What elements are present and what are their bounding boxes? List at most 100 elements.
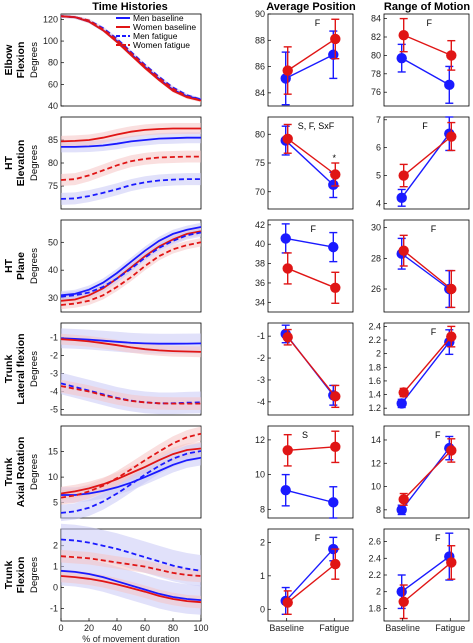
axes-frame (267, 13, 354, 107)
data-point (396, 398, 407, 409)
series-line (60, 127, 201, 143)
y-tick-label: 2.2 (368, 570, 381, 580)
data-point (282, 133, 293, 145)
y-tick-label: 42 (255, 220, 265, 230)
series-line (60, 155, 201, 181)
y-tick-label: -5 (50, 405, 58, 415)
y-tick-label: 75 (255, 158, 265, 168)
y-tick-label: 2 (260, 537, 265, 547)
legend-entry: Women fatigue (133, 40, 190, 50)
row-title: TrunkAxial Rotation (3, 437, 27, 508)
x-tick-label: Baseline (385, 623, 420, 633)
data-point (330, 169, 341, 180)
y-tick-label: 8 (260, 504, 265, 514)
y-tick-label: 82 (371, 32, 381, 42)
data-point (328, 179, 339, 191)
series-line (60, 447, 202, 495)
axes-frame (383, 528, 470, 622)
data-point (330, 33, 341, 45)
x-tick-label: Fatigue (435, 623, 465, 633)
x-tick-label: 0 (58, 623, 63, 633)
significance-label: S (302, 430, 308, 440)
y-tick-label: 80 (48, 58, 58, 68)
data-point (446, 50, 457, 61)
data-point (446, 557, 457, 568)
series-line (60, 337, 202, 345)
axes-frame (383, 425, 470, 519)
y-tick-label: 1 (53, 562, 58, 572)
y-tick-label: 2 (376, 587, 381, 597)
y-tick-label: -2 (257, 353, 265, 363)
y-tick-label: 40 (48, 101, 58, 111)
data-point (444, 79, 455, 91)
column-title: Range of Motion (384, 1, 470, 13)
data-point (282, 332, 293, 343)
confidence-band (61, 549, 201, 583)
y-tick-label: -1 (257, 331, 265, 341)
confidence-band (61, 238, 201, 310)
column-title: Time Histories (92, 1, 168, 13)
y-tick-label: 2 (376, 349, 381, 359)
y-tick-label: 36 (255, 278, 265, 288)
y-tick-label: 1.8 (368, 362, 381, 372)
connector-line (287, 138, 336, 176)
axes-frame (60, 322, 202, 416)
data-point (280, 485, 291, 496)
significance-star: * (333, 153, 337, 163)
y-tick-label: 78 (371, 69, 381, 79)
connector-line (287, 446, 336, 452)
connector-line (401, 341, 450, 404)
series-line (60, 338, 202, 353)
connector-line (403, 135, 452, 177)
x-tick-label: 80 (168, 623, 178, 633)
y-tick-label: 80 (255, 129, 265, 139)
connector-line (285, 140, 334, 186)
data-point (330, 391, 341, 402)
series-line (60, 382, 202, 405)
axes-frame (267, 219, 354, 313)
connector-line (287, 563, 336, 604)
data-point (330, 441, 341, 453)
significance-label: F (431, 224, 437, 234)
series-line (60, 230, 202, 302)
axes-frame (267, 322, 354, 416)
data-point (282, 597, 293, 608)
significance-label: F (315, 18, 321, 28)
y-tick-label: 100 (43, 36, 58, 46)
significance-label: F (422, 121, 428, 131)
connector-line (401, 57, 450, 86)
y-tick-label: 6 (376, 143, 381, 153)
row-title: HTPlane (3, 252, 27, 280)
confidence-band (61, 228, 201, 301)
legend-entry: Men baseline (133, 13, 184, 23)
y-tick-label: 7 (376, 115, 381, 125)
y-tick-label: 1.2 (368, 403, 381, 413)
y-tick-label: 2.6 (368, 537, 381, 547)
significance-label: F (427, 18, 433, 28)
axes-frame (383, 219, 470, 313)
connector-line (401, 556, 450, 593)
y-tick-label: 84 (371, 14, 381, 24)
series-line (60, 575, 202, 604)
x-tick-label: 20 (84, 623, 94, 633)
y-tick-label: 12 (371, 458, 381, 468)
y-tick-label: 26 (371, 284, 381, 294)
y-tick-label: 88 (255, 35, 265, 45)
connector-line (285, 54, 334, 80)
row-title: HTElevation (3, 140, 27, 187)
data-point (280, 233, 291, 244)
y-tick-label: 2.4 (368, 321, 381, 331)
axes-frame (383, 322, 470, 416)
data-point (398, 596, 409, 607)
data-point (396, 192, 407, 204)
y-tick-label: 75 (48, 181, 58, 191)
axes-frame (267, 425, 354, 519)
significance-label: S, F, SxF (298, 121, 335, 131)
connector-line (401, 253, 450, 290)
y-tick-label: 90 (255, 9, 265, 19)
data-point (330, 282, 341, 293)
series-line (60, 538, 202, 572)
significance-label: F (435, 533, 441, 543)
y-tick-label: 1.8 (368, 603, 381, 613)
